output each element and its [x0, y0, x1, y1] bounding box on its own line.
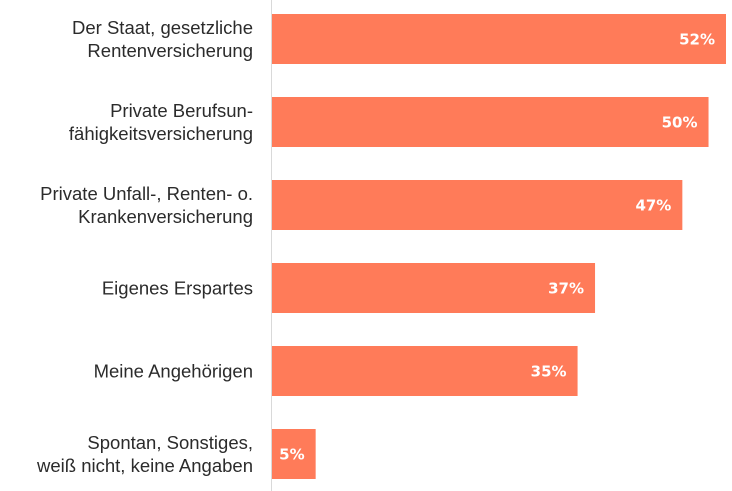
category-label: Der Staat, gesetzliche [72, 17, 253, 38]
bar [272, 346, 578, 396]
data-label: 50% [662, 114, 698, 132]
data-label: 52% [679, 31, 715, 49]
bar [272, 429, 316, 479]
category-label: Private Berufsun- [110, 100, 253, 121]
data-label: 37% [548, 280, 584, 298]
category-label: Meine Angehörigen [94, 361, 253, 382]
category-label: Krankenversicherung [78, 206, 253, 227]
bar [272, 263, 596, 313]
bar [272, 14, 726, 64]
bar [272, 97, 709, 147]
data-label: 35% [531, 363, 567, 381]
category-label: Spontan, Sonstiges, [87, 432, 253, 453]
data-label: 5% [279, 446, 304, 464]
category-label: Rentenversicherung [87, 40, 253, 61]
category-label: weiß nicht, keine Angaben [36, 455, 253, 476]
category-label: fähigkeitsversicherung [69, 123, 253, 144]
data-label: 47% [635, 197, 671, 215]
category-label: Private Unfall-, Renten- o. [40, 183, 253, 204]
bar [272, 180, 683, 230]
category-label: Eigenes Erspartes [102, 278, 253, 299]
